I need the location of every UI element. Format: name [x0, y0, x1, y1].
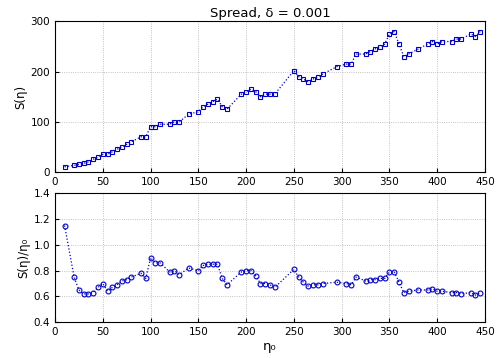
Y-axis label: S(η): S(η) — [14, 84, 28, 109]
X-axis label: η₀: η₀ — [263, 340, 277, 353]
Y-axis label: S(η)/η₀: S(η)/η₀ — [18, 238, 30, 278]
Title: Spread, δ = 0.001: Spread, δ = 0.001 — [210, 7, 330, 20]
